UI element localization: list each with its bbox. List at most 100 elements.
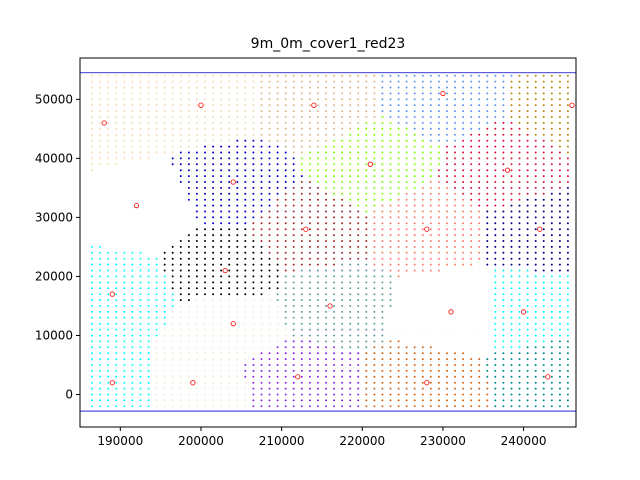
data-point [365, 399, 368, 402]
data-point [333, 263, 335, 266]
data-point [244, 234, 247, 237]
data-point [470, 269, 473, 272]
data-point [518, 204, 521, 207]
data-point [365, 228, 368, 231]
data-point [252, 116, 255, 118]
data-point [204, 375, 206, 378]
data-point [171, 157, 174, 160]
data-point [542, 116, 545, 118]
data-point [236, 257, 239, 260]
data-point [91, 281, 94, 284]
data-point [228, 86, 231, 89]
data-point [187, 281, 190, 284]
data-point [228, 175, 231, 178]
data-point [446, 127, 448, 130]
data-point [300, 269, 303, 272]
data-point [325, 145, 327, 148]
data-point [115, 275, 118, 278]
data-point [550, 257, 553, 260]
data-point [365, 163, 368, 166]
data-point [510, 346, 513, 349]
data-point [123, 121, 126, 124]
data-point [389, 222, 392, 225]
data-point [454, 299, 456, 302]
data-point [357, 127, 360, 130]
data-point [171, 121, 174, 124]
data-point [349, 145, 352, 148]
data-point [179, 204, 182, 207]
data-point [526, 86, 529, 89]
data-point [526, 364, 529, 366]
data-point [462, 316, 465, 319]
data-point [405, 151, 408, 154]
plot-frame [79, 57, 577, 428]
data-point [534, 169, 537, 172]
data-point [308, 181, 311, 183]
data-point [212, 104, 215, 107]
data-point [131, 127, 134, 130]
data-point [462, 127, 465, 130]
data-point [115, 269, 118, 272]
data-point [357, 364, 360, 366]
data-point [260, 287, 263, 290]
data-point [437, 358, 440, 361]
data-point [325, 381, 327, 384]
data-point [236, 346, 239, 349]
data-point [276, 116, 279, 118]
data-point [454, 175, 456, 178]
data-point [99, 98, 102, 101]
data-point [405, 257, 408, 260]
data-point [397, 98, 400, 101]
data-point [107, 181, 110, 183]
data-point [421, 139, 424, 142]
data-point [550, 181, 553, 183]
data-point [550, 369, 553, 372]
data-point [486, 287, 489, 290]
data-point [195, 340, 198, 343]
data-point [131, 92, 134, 95]
data-point [373, 234, 376, 237]
data-point [518, 186, 521, 189]
data-point [163, 381, 166, 384]
data-point [268, 381, 271, 384]
data-point [446, 364, 448, 366]
data-point [446, 387, 448, 390]
cluster-center-point [424, 380, 430, 386]
data-point [131, 234, 134, 237]
data-point [550, 204, 553, 207]
data-point [236, 80, 239, 83]
data-point [333, 387, 335, 390]
data-point [115, 139, 118, 142]
data-point [494, 181, 497, 183]
data-point [236, 169, 239, 172]
data-point [437, 169, 440, 172]
data-point [252, 80, 255, 83]
data-point [446, 116, 448, 118]
data-point [99, 358, 102, 361]
data-point [470, 181, 473, 183]
data-point [123, 133, 126, 136]
data-point [413, 104, 416, 107]
data-point [349, 257, 352, 260]
data-point [429, 157, 432, 160]
data-point [486, 316, 489, 319]
data-point [252, 127, 255, 130]
data-point [397, 287, 400, 290]
data-point [502, 121, 505, 124]
data-point [405, 145, 408, 148]
data-point [325, 133, 327, 136]
data-point [260, 293, 263, 296]
data-point [510, 121, 513, 124]
data-point [147, 399, 150, 402]
data-point [276, 228, 279, 231]
data-point [91, 251, 94, 254]
data-point [236, 399, 239, 402]
data-point [212, 192, 215, 195]
data-point [437, 204, 440, 207]
data-point [195, 263, 198, 266]
data-point [179, 328, 182, 331]
data-point [187, 375, 190, 378]
data-point [195, 240, 198, 242]
data-point [260, 281, 263, 284]
data-point [187, 204, 190, 207]
